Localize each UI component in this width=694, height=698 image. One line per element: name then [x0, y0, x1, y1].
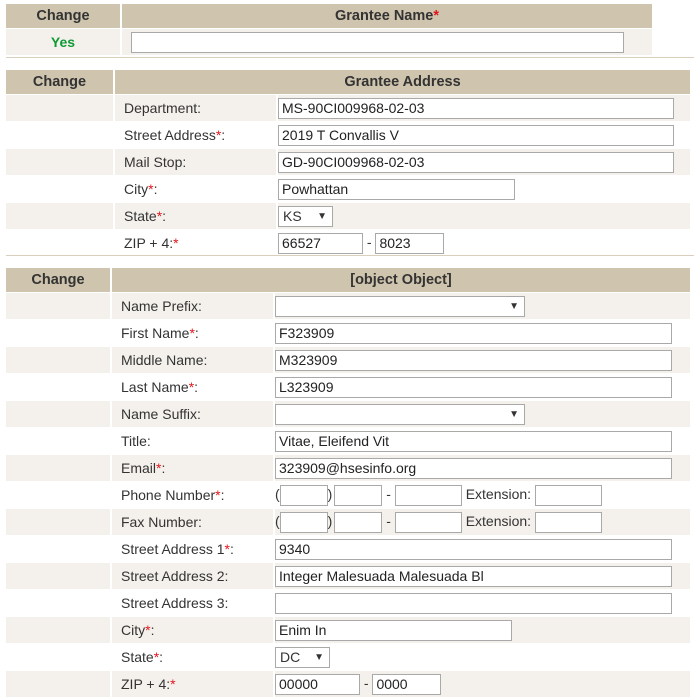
zip5-input[interactable] [278, 232, 363, 254]
zip4-input[interactable] [372, 673, 442, 695]
state-label: State*: [121, 649, 164, 665]
phone-label: Phone Number*: [121, 487, 225, 503]
city-label: City*: [124, 181, 158, 197]
name-suffix-select[interactable]: ▼ [275, 403, 525, 425]
fax-extension-input[interactable] [534, 511, 602, 533]
divider [6, 57, 694, 58]
chevron-down-icon: ▼ [509, 408, 519, 420]
middle-name-label: Middle Name: [112, 347, 273, 373]
fax-prefix-input[interactable] [334, 511, 383, 533]
first-name-input[interactable] [275, 322, 672, 344]
email-input[interactable] [275, 457, 672, 479]
street3-label: Street Address 3: [121, 595, 229, 611]
middle-name-input[interactable] [275, 349, 672, 371]
phone-area-input[interactable] [279, 484, 328, 506]
last-name-label: Last Name*: [121, 379, 199, 395]
city-label: City*: [112, 617, 273, 643]
city-input[interactable] [275, 619, 512, 641]
chevron-down-icon: ▼ [314, 651, 324, 663]
change-value: Yes [6, 29, 120, 55]
zip4-input[interactable] [375, 232, 445, 254]
first-name-label: First Name*: [121, 325, 199, 341]
program-director-table: Change [object Object] Name Prefix: ▼ Firs… [4, 267, 692, 698]
grantee-name-header: Grantee Name* [122, 4, 652, 28]
grantee-name-input[interactable] [131, 31, 624, 53]
street-label: Street Address*: [124, 127, 226, 143]
zip-label: ZIP + 4:* [124, 235, 179, 251]
city-input[interactable] [278, 178, 515, 200]
street2-label: Street Address 2: [112, 563, 273, 589]
mail-stop-input[interactable] [278, 151, 674, 173]
change-header: Change [6, 70, 113, 94]
chevron-down-icon: ▼ [509, 300, 519, 312]
name-suffix-label: Name Suffix: [112, 401, 273, 427]
change-header: Change [6, 4, 120, 28]
mail-stop-label: Mail Stop: [115, 149, 276, 175]
fax-line-input[interactable] [394, 511, 462, 533]
state-select[interactable]: DC ▼ [275, 646, 330, 668]
zip5-input[interactable] [275, 673, 360, 695]
title-label: Title: [121, 433, 151, 449]
phone-extension-input[interactable] [534, 484, 602, 506]
zip-label: ZIP + 4:* [112, 671, 273, 697]
fax-label: Fax Number: [112, 509, 273, 535]
street-input[interactable] [278, 124, 674, 146]
phone-extension-label: Extension: [465, 485, 532, 502]
street1-label: Street Address 1*: [121, 541, 234, 557]
street3-input[interactable] [275, 592, 672, 614]
phone-line-input[interactable] [394, 484, 462, 506]
fax-area-input[interactable] [279, 511, 328, 533]
change-header: Change [6, 268, 110, 292]
program-director-header: [object Object] [112, 268, 690, 292]
divider [6, 255, 694, 256]
chevron-down-icon: ▼ [317, 210, 327, 222]
fax-extension-label: Extension: [465, 512, 532, 529]
state-select[interactable]: KS ▼ [278, 205, 333, 227]
grantee-name-table: Change Grantee Name* Yes [4, 3, 654, 56]
name-prefix-label: Name Prefix: [112, 293, 273, 319]
last-name-input[interactable] [275, 376, 672, 398]
department-label: Department: [115, 95, 276, 121]
email-label: Email*: [112, 455, 273, 481]
title-input[interactable] [275, 430, 672, 452]
department-input[interactable] [278, 97, 674, 119]
phone-prefix-input[interactable] [334, 484, 383, 506]
state-label: State*: [115, 203, 276, 229]
street1-input[interactable] [275, 538, 672, 560]
grantee-address-header: Grantee Address [115, 70, 690, 94]
name-prefix-select[interactable]: ▼ [275, 295, 525, 317]
street2-input[interactable] [275, 565, 672, 587]
